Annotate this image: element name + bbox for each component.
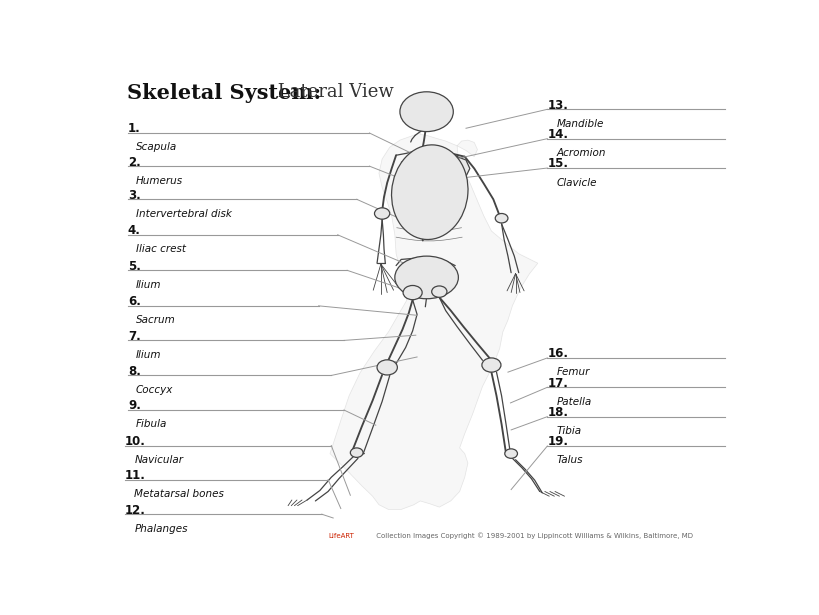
Circle shape — [403, 285, 422, 300]
Text: 16.: 16. — [547, 347, 568, 360]
Circle shape — [505, 449, 517, 458]
Text: 6.: 6. — [128, 295, 141, 308]
Text: Acromion: Acromion — [556, 148, 605, 158]
Text: Metatarsal bones: Metatarsal bones — [134, 489, 224, 499]
Text: 2.: 2. — [128, 156, 141, 169]
Text: Patella: Patella — [556, 397, 591, 407]
Circle shape — [482, 358, 500, 372]
Text: Sacrum: Sacrum — [135, 315, 175, 325]
Text: Navicular: Navicular — [134, 455, 183, 465]
Text: Collection Images Copyright © 1989-2001 by Lippincott Williams & Wilkins, Baltim: Collection Images Copyright © 1989-2001 … — [373, 532, 692, 539]
Text: 13.: 13. — [547, 98, 568, 112]
Text: Clavicle: Clavicle — [556, 178, 597, 188]
Text: 10.: 10. — [124, 435, 146, 448]
Text: Iliac crest: Iliac crest — [135, 244, 185, 254]
Text: 5.: 5. — [128, 260, 141, 272]
Text: Mandible: Mandible — [556, 119, 604, 129]
Text: 7.: 7. — [128, 330, 141, 343]
Text: 15.: 15. — [547, 157, 568, 170]
Text: 17.: 17. — [547, 376, 568, 390]
Text: 8.: 8. — [128, 365, 141, 378]
Circle shape — [377, 360, 397, 375]
Text: Intervertebral disk: Intervertebral disk — [135, 208, 231, 219]
Text: Lateral View: Lateral View — [271, 83, 393, 101]
Text: LifeART: LifeART — [328, 533, 354, 539]
Text: Ilium: Ilium — [135, 280, 161, 290]
Text: Scapula: Scapula — [135, 143, 177, 153]
Text: Fibula: Fibula — [135, 419, 167, 429]
Text: Coccyx: Coccyx — [135, 385, 173, 395]
Text: 1.: 1. — [128, 122, 141, 135]
Text: Humerus: Humerus — [135, 176, 183, 186]
Text: 19.: 19. — [547, 435, 568, 448]
Circle shape — [400, 92, 453, 132]
Text: Ilium: Ilium — [135, 350, 161, 360]
Circle shape — [350, 448, 363, 458]
Text: 9.: 9. — [128, 399, 141, 413]
Circle shape — [374, 208, 389, 219]
Text: 12.: 12. — [124, 504, 146, 517]
Text: Phalanges: Phalanges — [134, 524, 188, 534]
Ellipse shape — [391, 145, 468, 239]
Text: 3.: 3. — [128, 189, 141, 202]
Polygon shape — [420, 287, 430, 297]
Text: 4.: 4. — [128, 224, 141, 237]
Text: Skeletal System:: Skeletal System: — [126, 83, 320, 103]
Circle shape — [495, 213, 507, 223]
Text: Talus: Talus — [556, 456, 582, 466]
Polygon shape — [329, 133, 537, 509]
Polygon shape — [442, 157, 469, 186]
Circle shape — [431, 286, 446, 297]
Text: Tibia: Tibia — [556, 426, 581, 436]
Ellipse shape — [395, 256, 458, 299]
Text: 14.: 14. — [547, 128, 568, 141]
Text: 18.: 18. — [547, 406, 568, 419]
Text: 11.: 11. — [124, 469, 146, 482]
Text: Femur: Femur — [556, 367, 590, 378]
